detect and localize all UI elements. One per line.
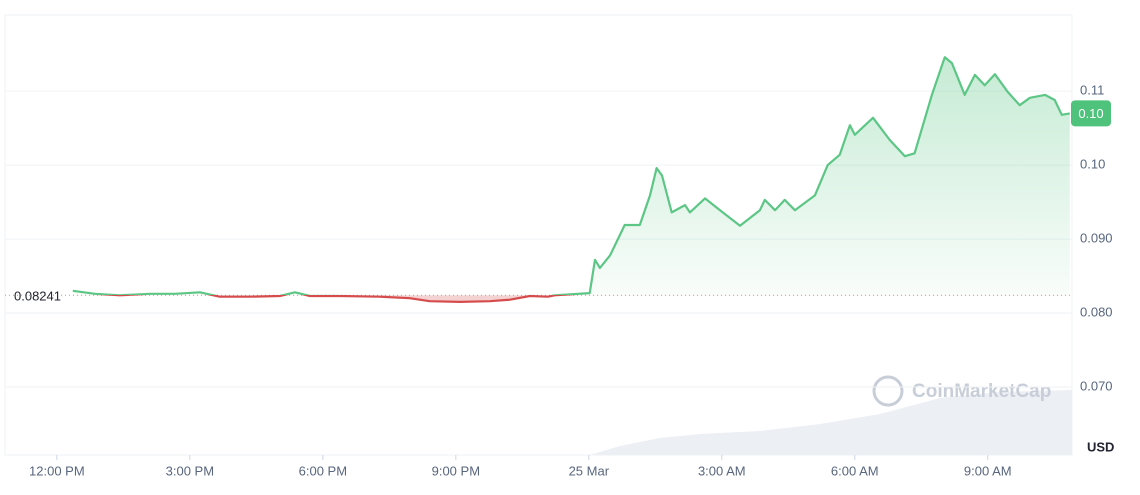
price-badge: 0.10 bbox=[1078, 106, 1103, 121]
y-tick-label: 0.090 bbox=[1080, 231, 1113, 246]
y-tick-label: 0.11 bbox=[1080, 83, 1104, 98]
watermark-logo bbox=[872, 375, 904, 407]
volume-area bbox=[590, 390, 1072, 455]
x-tick-label: 3:00 PM bbox=[166, 463, 214, 478]
y-tick-label: 0.070 bbox=[1080, 378, 1113, 393]
currency-label: USD bbox=[1087, 439, 1114, 454]
x-tick-label: 12:00 PM bbox=[29, 463, 85, 478]
price-line bbox=[72, 56, 1070, 303]
x-tick-label: 6:00 AM bbox=[831, 463, 879, 478]
x-tick-label: 25 Mar bbox=[569, 463, 610, 478]
price-badge-bg bbox=[1071, 100, 1111, 127]
x-tick-label: 3:00 AM bbox=[698, 463, 746, 478]
y-tick-label: 0.10 bbox=[1080, 157, 1105, 172]
x-tick-label: 9:00 PM bbox=[432, 463, 480, 478]
x-tick-label: 9:00 AM bbox=[964, 463, 1012, 478]
baseline-label: 0.08241 bbox=[14, 289, 61, 304]
plot-frame bbox=[4, 14, 1073, 456]
area-up bbox=[72, 57, 1070, 296]
x-tick-label: 6:00 PM bbox=[299, 463, 347, 478]
y-tick-label: 0.080 bbox=[1080, 304, 1113, 319]
watermark: CoinMarketCap bbox=[912, 381, 1051, 402]
